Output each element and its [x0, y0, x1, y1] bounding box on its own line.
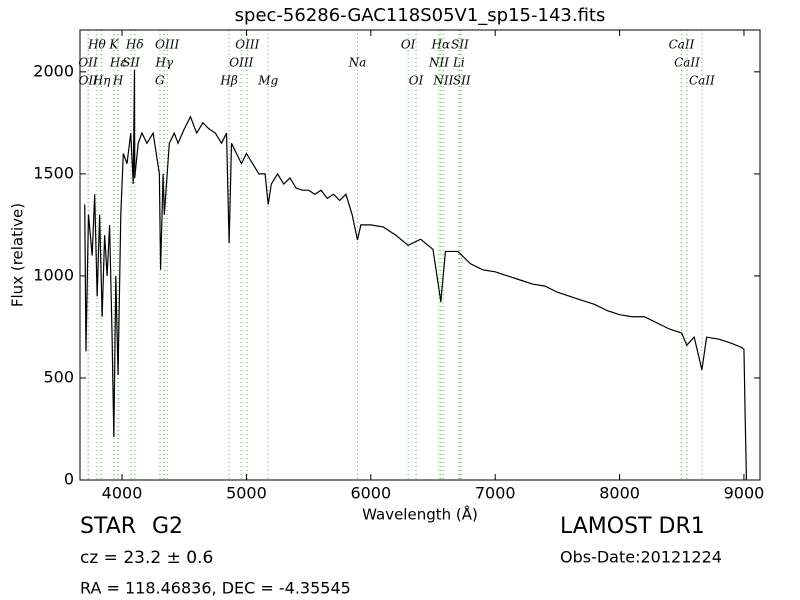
x-tick-label: 4000 [102, 484, 143, 503]
spectral-line-label: G [155, 74, 165, 88]
spectral-line-label: OIII [155, 38, 179, 52]
spectral-line-label: OII [79, 74, 99, 88]
x-tick-label: 9000 [724, 484, 765, 503]
spectral-line-label: Hθ [87, 38, 106, 52]
spectral-line-label: CaII [689, 74, 715, 88]
spectral-line-label: Hβ [219, 74, 237, 88]
spectral-line-label: Hη [92, 74, 111, 88]
x-tick-label: 5000 [226, 484, 267, 503]
spectral-line-label: K [108, 38, 119, 52]
y-tick-label: 1500 [33, 163, 74, 182]
x-axis-label: Wavelength (Å) [362, 505, 478, 524]
coordinates: RA = 118.46836, DEC = -4.35545 [80, 579, 351, 598]
spectral-line-label: Li [452, 56, 465, 70]
spectral-line-label: Na [348, 56, 367, 70]
y-axis-label: Flux (relative) [9, 203, 27, 307]
survey: LAMOST DR1 [560, 514, 705, 539]
spectral-line-label: Hδ [125, 38, 144, 52]
y-tick-label: 500 [43, 367, 74, 386]
x-tick-label: 6000 [350, 484, 391, 503]
spectral-line-label: Mg [257, 74, 278, 88]
spectral-line-label: NII [432, 74, 453, 88]
chart-title: spec-56286-GAC118S05V1_sp15-143.fits [235, 5, 606, 26]
x-tick-label: 8000 [599, 484, 640, 503]
spectral-line-label: CaII [674, 56, 700, 70]
redshift: cz = 23.2 ± 0.6 [80, 548, 213, 568]
plot-frame [79, 29, 761, 481]
y-tick-label: 1000 [33, 265, 74, 284]
x-tick-label: 7000 [475, 484, 516, 503]
spectral-line-label: SII [122, 56, 140, 70]
spectral-line-label: Hγ [155, 56, 174, 70]
y-tick-label: 0 [64, 470, 74, 489]
object-subclass: G2 [152, 514, 183, 539]
y-tick-label: 2000 [33, 61, 74, 80]
spectral-line-label: CaII [669, 38, 695, 52]
object-class: STAR [80, 514, 136, 539]
spectral-line-label: SII [453, 74, 471, 88]
spectral-line-label: OI [409, 74, 424, 88]
spectral-line-label: OIII [229, 56, 253, 70]
spectral-line-label: NII [428, 56, 449, 70]
spectrum-line [84, 69, 748, 481]
spectral-line-label: OI [401, 38, 416, 52]
spectral-line-label: SII [451, 38, 469, 52]
spectral-line-label: Hα [431, 38, 451, 52]
spectral-line-label: OIII [235, 38, 259, 52]
spectral-line-label: H [112, 74, 124, 88]
obs-date: Obs-Date:20121224 [560, 548, 722, 567]
